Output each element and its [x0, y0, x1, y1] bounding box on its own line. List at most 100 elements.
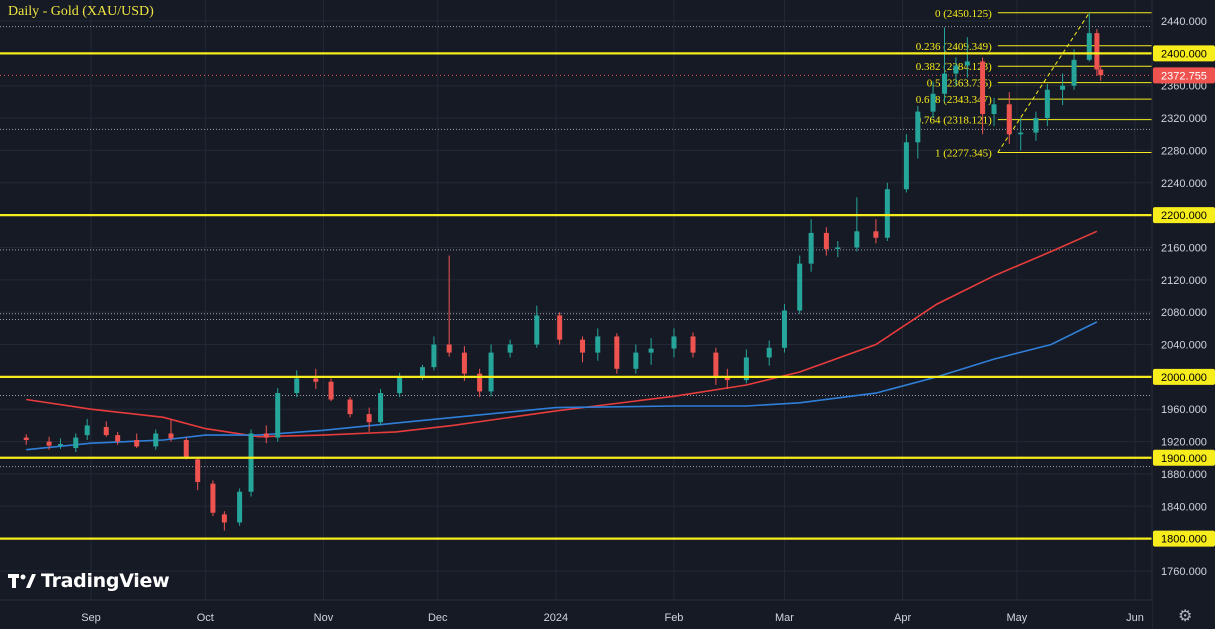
- moving-averages: [26, 230, 1098, 451]
- price-tick-label: 2080.000: [1161, 307, 1207, 319]
- candle-body: [168, 433, 174, 439]
- last-price-tag: [1153, 67, 1215, 84]
- level-price-label: 1900.000: [1161, 453, 1207, 465]
- candle-body: [873, 231, 879, 238]
- candle-body: [808, 232, 814, 264]
- candle-body: [713, 352, 719, 377]
- candle-body: [1086, 33, 1092, 60]
- candle-body: [1018, 132, 1024, 135]
- price-axis[interactable]: 2440.000 2400.000 2360.000 2320.000 2280.000…: [1151, 0, 1215, 629]
- candle-body: [378, 393, 384, 423]
- candle-body: [73, 437, 79, 449]
- candle-body: [46, 441, 52, 446]
- price-tick-label: 1920.000: [1161, 437, 1207, 449]
- candle-body: [477, 373, 483, 392]
- candle-body: [195, 459, 201, 483]
- candle-body: [980, 61, 986, 115]
- level-price-label: 2000.000: [1161, 372, 1207, 384]
- candle-body: [263, 433, 269, 438]
- candle-body: [690, 336, 696, 353]
- price-tick-label: 2040.000: [1161, 340, 1207, 352]
- candle-body: [903, 142, 909, 190]
- candle-body: [781, 310, 787, 348]
- candle-body: [507, 344, 513, 353]
- candle-body: [23, 437, 29, 440]
- candle-body: [347, 399, 353, 415]
- level-price-label: 1800.000: [1161, 534, 1207, 546]
- price-axis-background: [1152, 0, 1215, 629]
- tradingview-logo-icon: [8, 572, 37, 590]
- level-price-tag: [1153, 530, 1215, 547]
- price-tick-label: 2160.000: [1161, 242, 1207, 254]
- time-tick-label: Mar: [775, 612, 794, 624]
- candle-body: [183, 439, 189, 458]
- time-tick-label: 2024: [544, 612, 568, 624]
- candle-body: [557, 315, 563, 340]
- candle-body: [595, 336, 601, 353]
- candles: [23, 12, 1104, 531]
- candle-body: [84, 425, 90, 436]
- price-tick-label: 2440.000: [1161, 16, 1207, 28]
- fib-level-label: 1 (2277.345): [935, 148, 992, 160]
- level-price-label: 2400.000: [1161, 48, 1207, 60]
- candle-body: [1060, 85, 1066, 90]
- tradingview-logo[interactable]: TradingView: [8, 570, 170, 592]
- candle-body: [930, 93, 936, 112]
- time-tick-label: Nov: [314, 612, 334, 624]
- dotted-levels: [0, 26, 1152, 468]
- price-tick-label: 1960.000: [1161, 404, 1207, 416]
- candle-body: [743, 357, 749, 381]
- fib-level-label: 0.764 (2318.121): [916, 115, 992, 127]
- candle-body: [313, 378, 319, 382]
- candle-body: [431, 344, 437, 368]
- candle-body: [614, 336, 620, 369]
- time-tick-label: Oct: [197, 612, 214, 624]
- candle-body: [461, 352, 467, 374]
- candle-body: [1006, 104, 1012, 135]
- candle-body: [210, 483, 216, 513]
- price-tick-label: 1880.000: [1161, 469, 1207, 481]
- level-price-tag: [1153, 45, 1215, 62]
- time-tick-label: Feb: [664, 612, 683, 624]
- candle-body: [953, 65, 959, 74]
- candle-body: [580, 339, 586, 353]
- tradingview-logo-text: TradingView: [41, 570, 170, 592]
- candle-body: [1033, 118, 1039, 133]
- candle-body: [1098, 69, 1104, 76]
- price-tick-label: 1760.000: [1161, 566, 1207, 578]
- price-tick-label: 2280.000: [1161, 145, 1207, 157]
- candle-body: [797, 263, 803, 311]
- candle-body: [58, 444, 64, 446]
- price-tick-label: 2360.000: [1161, 81, 1207, 93]
- candle-body: [294, 378, 300, 394]
- candle-body: [1071, 59, 1077, 86]
- candle-body: [488, 352, 494, 392]
- candle-body: [823, 232, 829, 250]
- level-price-tag: [1153, 449, 1215, 466]
- time-tick-label: Apr: [894, 612, 911, 624]
- candle-body: [221, 514, 227, 523]
- time-tick-label: May: [1006, 612, 1027, 624]
- gear-icon[interactable]: ⚙: [1178, 608, 1193, 625]
- moving-average-red-line: [26, 230, 1098, 438]
- last-price-label: 2372.755: [1161, 70, 1207, 82]
- price-tick-label: 2120.000: [1161, 275, 1207, 287]
- candle-body: [115, 435, 121, 442]
- candle-body: [884, 189, 890, 238]
- candle-body: [991, 104, 997, 115]
- candle-body: [915, 111, 921, 143]
- candle-body: [724, 376, 730, 381]
- time-tick-label: Sep: [81, 612, 101, 624]
- candle-body: [835, 247, 841, 250]
- level-price-tag: [1153, 207, 1215, 224]
- time-axis[interactable]: Sep Oct Nov Dec 2024 Feb Mar Apr May Jun: [0, 599, 1152, 629]
- horizontal-levels[interactable]: [0, 52, 1152, 540]
- candle-body: [328, 381, 334, 400]
- fib-level-label: 0.236 (2409.349): [916, 41, 992, 53]
- candle-body: [237, 491, 243, 523]
- moving-average-blue-line: [26, 321, 1098, 451]
- candle-body: [419, 367, 425, 377]
- candle-body: [648, 348, 654, 353]
